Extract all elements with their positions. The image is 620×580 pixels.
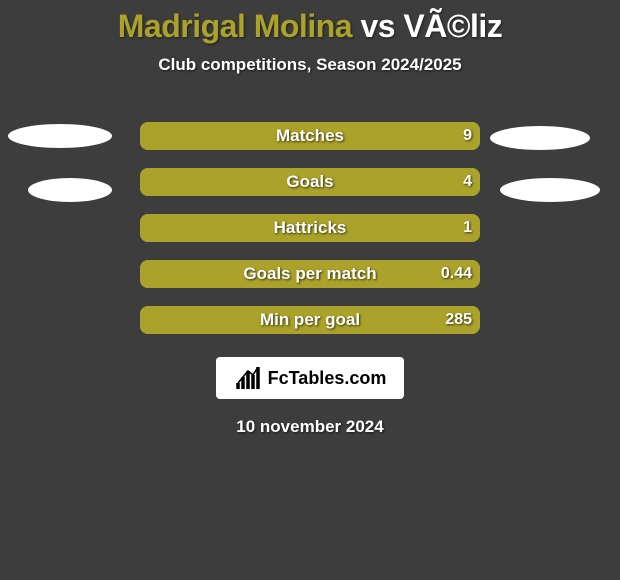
brand-text: FcTables.com <box>268 368 387 388</box>
stat-row: Hattricks 1 <box>0 205 620 251</box>
stat-bar: Goals 4 <box>140 168 480 196</box>
stat-label: Min per goal <box>260 310 360 330</box>
date-text: 10 november 2024 <box>0 417 620 437</box>
player1-name: Madrigal Molina <box>118 8 352 44</box>
player2-name: VÃ©liz <box>403 8 502 44</box>
vs-separator: vs <box>360 8 395 44</box>
stat-bar: Goals per match 0.44 <box>140 260 480 288</box>
stat-value-right: 0.44 <box>441 265 472 283</box>
comparison-card: Madrigal Molina vs VÃ©liz Club competiti… <box>0 0 620 580</box>
decorative-ellipse <box>8 124 112 148</box>
subtitle: Club competitions, Season 2024/2025 <box>0 55 620 75</box>
stat-bar: Hattricks 1 <box>140 214 480 242</box>
decorative-ellipse <box>28 178 112 202</box>
brand-chart-icon <box>234 367 262 389</box>
stat-value-right: 9 <box>463 127 472 145</box>
stat-label: Hattricks <box>274 218 347 238</box>
stat-value-right: 1 <box>463 219 472 237</box>
stat-label: Goals <box>286 172 333 192</box>
stat-label: Matches <box>276 126 344 146</box>
stat-row: Goals per match 0.44 <box>0 251 620 297</box>
stat-value-right: 4 <box>463 173 472 191</box>
decorative-ellipse <box>490 126 590 150</box>
brand-badge[interactable]: FcTables.com <box>216 357 405 399</box>
stat-bar: Min per goal 285 <box>140 306 480 334</box>
page-title: Madrigal Molina vs VÃ©liz <box>0 8 620 45</box>
decorative-ellipse <box>500 178 600 202</box>
stat-label: Goals per match <box>243 264 376 284</box>
stat-value-right: 285 <box>445 311 472 329</box>
stat-bar: Matches 9 <box>140 122 480 150</box>
stat-row: Min per goal 285 <box>0 297 620 343</box>
